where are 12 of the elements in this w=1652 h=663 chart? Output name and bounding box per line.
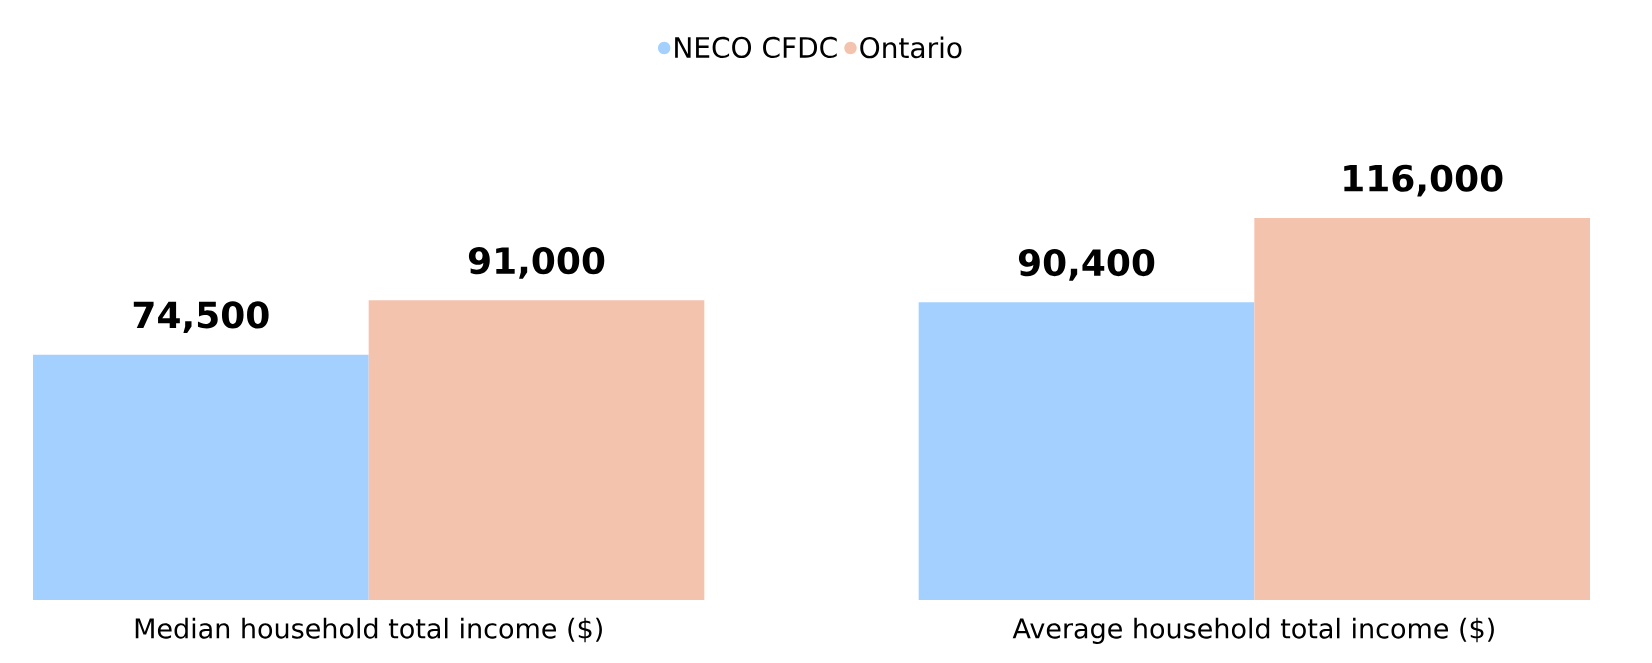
data-label: 90,400 bbox=[1018, 248, 1155, 281]
bar bbox=[368, 300, 705, 600]
bar bbox=[918, 302, 1255, 600]
legend-label: Ontario bbox=[860, 36, 962, 59]
x-tick-label: Median household total income ($) bbox=[135, 617, 602, 643]
legend-label: NECO CFDC bbox=[675, 36, 837, 59]
data-label: 74,500 bbox=[133, 301, 269, 334]
bar bbox=[1254, 217, 1591, 600]
x-tick-label: Average household total income ($) bbox=[1012, 617, 1494, 644]
bar bbox=[33, 354, 369, 600]
data-label: 116,000 bbox=[1344, 164, 1503, 197]
data-label: 91,000 bbox=[468, 246, 605, 279]
